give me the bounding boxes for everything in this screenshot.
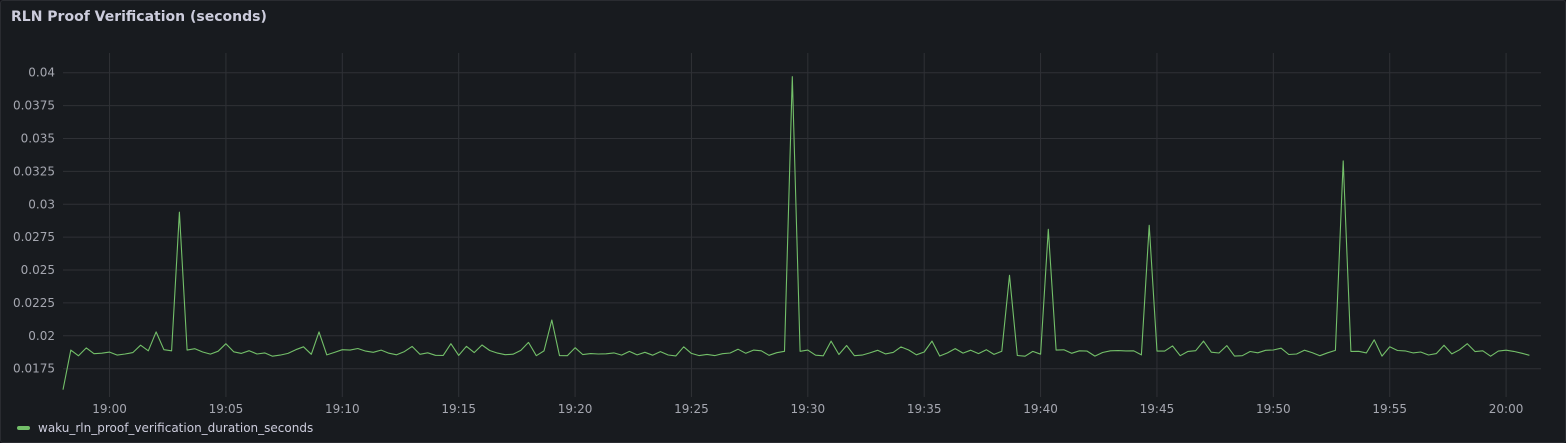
legend-swatch-icon xyxy=(17,426,30,430)
x-tick-label: 19:10 xyxy=(325,402,360,416)
x-tick-label: 19:35 xyxy=(907,402,942,416)
panel-title[interactable]: RLN Proof Verification (seconds) xyxy=(11,9,267,25)
series-line-waku-rln-proof-verification[interactable] xyxy=(62,76,1530,390)
x-tick-label: 19:30 xyxy=(791,402,826,416)
legend-label: waku_rln_proof_verification_duration_sec… xyxy=(38,421,314,435)
y-tick-label: 0.04 xyxy=(28,66,55,80)
y-tick-label: 0.0175 xyxy=(13,362,55,376)
y-axis-ticks: 0.0175 0.02 0.0225 0.025 0.0275 0.03 0.0325 0.0… xyxy=(13,66,55,376)
x-axis-ticks: 19:00 19:05 19:10 19:15 19:20 19:25 19:30 19:35… xyxy=(92,402,1523,416)
x-tick-label: 19:05 xyxy=(209,402,244,416)
y-tick-label: 0.0225 xyxy=(13,296,55,310)
x-tick-label: 19:50 xyxy=(1256,402,1291,416)
y-tick-label: 0.0375 xyxy=(13,99,55,113)
x-tick-label: 19:15 xyxy=(441,402,476,416)
y-tick-label: 0.02 xyxy=(28,329,55,343)
y-tick-label: 0.035 xyxy=(21,132,55,146)
x-tick-label: 19:25 xyxy=(674,402,709,416)
x-tick-label: 19:20 xyxy=(558,402,593,416)
x-tick-label: 20:00 xyxy=(1489,402,1524,416)
y-tick-label: 0.0275 xyxy=(13,230,55,244)
y-tick-label: 0.0325 xyxy=(13,164,55,178)
y-tick-label: 0.025 xyxy=(21,263,55,277)
grid-lines xyxy=(63,53,1541,397)
x-tick-label: 19:55 xyxy=(1372,402,1407,416)
x-tick-label: 19:45 xyxy=(1140,402,1175,416)
x-tick-label: 19:00 xyxy=(92,402,127,416)
legend-item[interactable]: waku_rln_proof_verification_duration_sec… xyxy=(17,421,313,435)
y-tick-label: 0.03 xyxy=(28,197,55,211)
x-tick-label: 19:40 xyxy=(1023,402,1058,416)
series-layer xyxy=(62,76,1530,390)
